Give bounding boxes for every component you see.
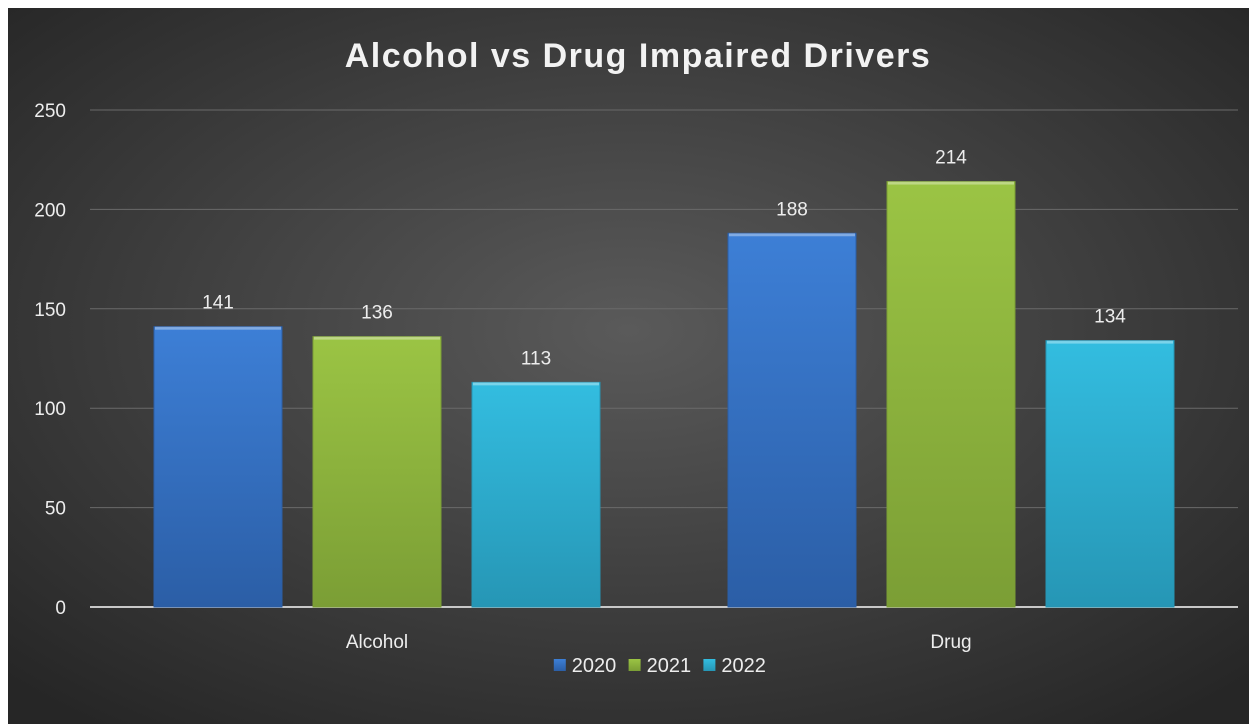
y-tick-label: 200 — [34, 200, 66, 221]
bar-alcohol-2020 — [153, 326, 283, 608]
data-label: 113 — [521, 348, 551, 369]
data-label: 214 — [935, 148, 967, 169]
bar-highlight — [314, 336, 440, 340]
legend-swatch-2021 — [628, 659, 641, 671]
y-tick-label: 250 — [34, 101, 66, 122]
bar-highlight — [729, 233, 855, 237]
legend: 2020 2021 2022 — [553, 655, 766, 677]
bar-highlight — [888, 181, 1014, 185]
data-label: 141 — [202, 293, 234, 314]
x-tick-label: Alcohol — [346, 632, 408, 653]
bar-highlight — [155, 326, 281, 330]
chart-title: Alcohol vs Drug Impaired Drivers — [345, 37, 932, 75]
data-label: 188 — [776, 199, 808, 220]
x-tick-label: Drug — [930, 632, 971, 653]
legend-swatch-2022 — [703, 659, 716, 671]
data-label: 134 — [1094, 307, 1126, 328]
y-tick-label: 0 — [55, 598, 66, 619]
legend-label-2021: 2021 — [647, 655, 692, 677]
bar-drug-2020 — [727, 232, 857, 608]
bar-highlight — [473, 382, 599, 386]
legend-label-2022: 2022 — [721, 655, 766, 677]
bar-drug-2021 — [886, 181, 1016, 608]
bar-highlight — [1047, 340, 1173, 344]
bar-drug-2022 — [1045, 340, 1175, 608]
bar-alcohol-2021 — [312, 336, 442, 608]
data-label: 136 — [361, 303, 393, 324]
y-tick-label: 100 — [34, 399, 66, 420]
legend-swatch-2020 — [553, 659, 566, 671]
legend-label-2020: 2020 — [572, 655, 617, 677]
y-tick-label: 50 — [45, 499, 66, 520]
y-tick-label: 150 — [34, 300, 66, 321]
bar-alcohol-2022 — [471, 381, 601, 608]
